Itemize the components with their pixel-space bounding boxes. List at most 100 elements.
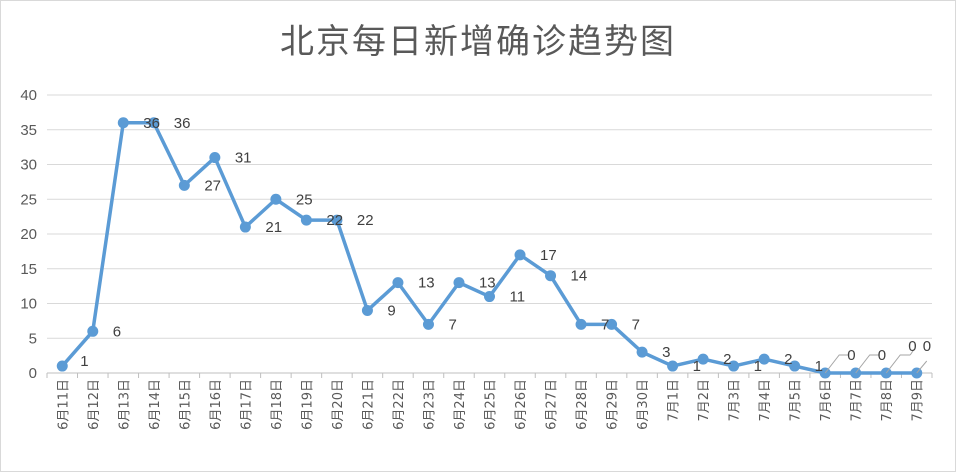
data-point <box>453 277 465 289</box>
data-point <box>392 277 404 289</box>
y-tick-label-25: 25 <box>20 191 37 208</box>
data-point <box>87 325 99 337</box>
data-label: 2 <box>723 351 731 368</box>
data-label: 1 <box>80 353 88 370</box>
x-tick-label: 7月3日 <box>728 379 743 422</box>
x-tick-label: 6月26日 <box>514 379 529 430</box>
data-point <box>758 353 770 365</box>
data-label: 25 <box>296 191 313 208</box>
y-tick-label-10: 10 <box>20 296 37 313</box>
data-label: 6 <box>113 323 121 340</box>
y-tick-label-30: 30 <box>20 157 37 174</box>
x-tick-label: 6月24日 <box>453 379 468 430</box>
data-label-leader <box>909 348 915 356</box>
data-point <box>667 360 679 372</box>
data-point <box>178 179 190 191</box>
x-axis-ticks: 6月11日 6月12日 6月13日 6月14日 6月15日 6月16日 6月17日 6月18日… <box>56 379 925 430</box>
x-tick-label: 6月18日 <box>270 379 285 430</box>
y-tick-label-35: 35 <box>20 122 37 139</box>
data-label: 31 <box>235 150 252 167</box>
data-label: 7 <box>601 316 609 333</box>
data-label: 13 <box>418 275 435 292</box>
x-tick-label: 6月13日 <box>117 379 132 430</box>
x-tick-label: 6月19日 <box>300 379 315 430</box>
x-tick-label: 7月7日 <box>850 379 865 422</box>
y-tick-label-20: 20 <box>20 226 37 243</box>
x-tick-label: 6月22日 <box>392 379 407 430</box>
data-label-leader <box>824 354 850 374</box>
data-point <box>422 318 434 330</box>
data-label-leader <box>885 354 911 374</box>
x-tick-label: 7月9日 <box>911 379 926 422</box>
data-point <box>484 291 495 303</box>
data-label: 0 <box>908 338 916 355</box>
x-tick-label: 6月29日 <box>606 379 621 430</box>
gridlines <box>47 94 932 339</box>
data-point <box>270 193 282 205</box>
x-tick-label: 6月20日 <box>331 379 346 430</box>
data-point <box>789 360 801 372</box>
x-tick-label: 7月8日 <box>880 379 895 422</box>
x-tick-label: 6月30日 <box>636 379 651 430</box>
x-tick-label: 6月27日 <box>545 379 560 430</box>
y-axis-ticks: 0 5 10 15 20 25 30 35 40 <box>20 87 37 382</box>
data-label: 9 <box>387 302 395 319</box>
x-tick-label: 6月25日 <box>484 379 499 430</box>
data-point <box>514 249 526 261</box>
data-label-leader <box>916 360 928 374</box>
data-point <box>148 117 160 129</box>
data-point <box>117 117 129 129</box>
data-point <box>575 318 587 330</box>
y-tick-label-5: 5 <box>29 330 37 347</box>
data-label: 17 <box>540 247 557 264</box>
data-label: 7 <box>632 316 640 333</box>
data-label: 1 <box>815 358 823 375</box>
axes <box>46 372 933 378</box>
x-tick-label: 6月28日 <box>575 379 590 430</box>
data-point <box>361 304 373 316</box>
data-point <box>728 360 740 372</box>
data-label: 14 <box>571 268 588 285</box>
data-label: 3 <box>662 344 670 361</box>
y-tick-label-40: 40 <box>20 87 37 104</box>
x-tick-label: 7月1日 <box>667 379 682 422</box>
data-point <box>331 214 343 226</box>
chart-title: 北京每日新增确诊趋势图 <box>280 22 676 62</box>
data-point <box>209 152 221 164</box>
data-label-leader <box>855 354 880 374</box>
data-label: 7 <box>448 316 456 333</box>
data-series <box>56 117 923 379</box>
x-tick-label: 6月12日 <box>87 379 102 430</box>
x-tick-label: 6月11日 <box>56 379 71 430</box>
data-point <box>300 214 312 226</box>
data-label: 0 <box>847 347 855 364</box>
x-tick-label: 7月5日 <box>789 379 804 422</box>
data-point <box>239 221 251 233</box>
x-tick-label: 6月23日 <box>422 379 437 430</box>
data-point <box>697 353 709 365</box>
x-tick-label: 6月16日 <box>209 379 224 430</box>
x-tick-label: 6月21日 <box>361 379 376 430</box>
data-label: 0 <box>923 338 931 355</box>
data-point <box>56 360 68 372</box>
x-tick-label: 7月4日 <box>758 379 773 422</box>
data-label: 21 <box>265 219 282 236</box>
data-point <box>545 270 557 282</box>
data-label: 2 <box>784 351 792 368</box>
data-label: 1 <box>754 358 762 375</box>
data-point <box>636 346 648 358</box>
data-label: 36 <box>143 115 160 132</box>
data-label: 36 <box>174 115 191 132</box>
data-label: 13 <box>479 275 496 292</box>
x-tick-label: 6月15日 <box>178 379 193 430</box>
x-tick-label: 6月14日 <box>148 379 163 430</box>
data-label: 22 <box>326 212 343 229</box>
y-tick-label-0: 0 <box>29 365 37 382</box>
data-label: 22 <box>357 212 374 229</box>
data-label: 0 <box>878 347 886 364</box>
data-point <box>606 318 618 330</box>
data-label: 1 <box>693 358 701 375</box>
